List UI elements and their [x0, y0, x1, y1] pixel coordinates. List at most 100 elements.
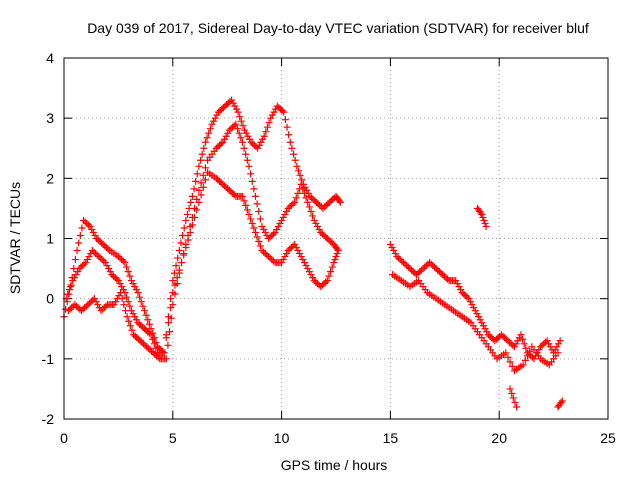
data-point — [96, 254, 104, 262]
data-point — [475, 313, 483, 321]
data-point — [193, 206, 201, 214]
data-point — [229, 99, 237, 107]
data-point — [282, 207, 290, 215]
data-point — [88, 247, 96, 255]
data-point — [248, 219, 256, 227]
data-point — [316, 201, 324, 209]
data-point — [228, 96, 236, 104]
data-point — [134, 289, 142, 297]
data-point — [125, 317, 133, 325]
data-point — [299, 256, 307, 264]
data-point — [406, 265, 414, 273]
data-point — [248, 177, 256, 185]
data-point — [147, 325, 155, 333]
data-point — [82, 259, 90, 267]
data-point — [263, 123, 271, 131]
data-point — [183, 210, 191, 218]
data-point — [85, 253, 93, 261]
data-point — [281, 116, 289, 124]
data-point — [126, 272, 134, 280]
data-point — [173, 274, 181, 282]
data-point — [208, 120, 216, 128]
data-point — [312, 219, 320, 227]
data-point — [538, 341, 546, 349]
data-point — [546, 343, 554, 351]
data-point — [102, 244, 110, 252]
data-point — [278, 107, 286, 115]
data-point — [86, 299, 94, 307]
data-point — [453, 280, 461, 288]
data-point — [148, 347, 156, 355]
data-point — [466, 298, 474, 306]
data-point — [81, 218, 89, 226]
data-point — [471, 307, 479, 315]
data-point — [136, 320, 144, 328]
x-tick-label: 20 — [491, 430, 507, 446]
data-point — [127, 307, 135, 315]
data-point — [144, 328, 152, 336]
data-point — [291, 198, 299, 206]
data-point — [286, 245, 294, 253]
data-point — [296, 250, 304, 258]
y-tick-label: 0 — [46, 291, 54, 307]
data-point — [144, 316, 152, 324]
data-point — [440, 272, 448, 280]
data-point — [414, 269, 422, 277]
data-point — [513, 403, 521, 411]
data-point — [132, 286, 140, 294]
data-point — [296, 171, 304, 179]
data-point — [229, 123, 237, 131]
data-point — [461, 292, 469, 300]
data-point — [239, 122, 247, 130]
data-point — [554, 340, 562, 348]
data-point — [497, 331, 505, 339]
data-point — [167, 295, 175, 303]
data-point — [506, 358, 514, 366]
data-point — [74, 304, 82, 312]
data-point — [504, 337, 512, 345]
data-point — [486, 332, 494, 340]
data-point — [118, 283, 126, 291]
data-point — [409, 268, 417, 276]
data-point — [190, 185, 198, 193]
data-point — [110, 272, 118, 280]
data-point — [100, 257, 108, 265]
data-point — [255, 141, 263, 149]
data-point — [265, 253, 273, 261]
data-point — [70, 274, 78, 282]
data-point — [164, 341, 172, 349]
data-point — [94, 301, 102, 309]
data-point — [294, 247, 302, 255]
data-point — [305, 203, 313, 211]
y-tick-label: -1 — [42, 351, 55, 367]
data-point — [139, 340, 147, 348]
data-point — [81, 304, 89, 312]
data-point — [419, 265, 427, 273]
data-point — [522, 344, 530, 352]
data-point — [171, 290, 179, 298]
data-point — [231, 102, 239, 110]
data-point — [330, 259, 338, 267]
data-point — [327, 268, 335, 276]
data-point — [162, 355, 170, 363]
data-point — [256, 242, 264, 250]
data-point — [482, 222, 490, 230]
data-point — [300, 189, 308, 197]
data-point — [76, 231, 84, 239]
data-point — [258, 247, 266, 255]
data-point — [63, 298, 71, 306]
data-point — [322, 233, 330, 241]
data-point — [73, 302, 81, 310]
data-point — [65, 286, 73, 294]
data-point — [150, 334, 158, 342]
grid-lines — [64, 58, 608, 419]
data-point — [297, 253, 305, 261]
data-point — [235, 129, 243, 137]
data-point — [422, 262, 430, 270]
data-point — [92, 250, 100, 258]
data-point — [403, 262, 411, 270]
data-point — [120, 301, 128, 309]
data-point — [328, 263, 336, 271]
data-point — [249, 140, 257, 148]
data-point — [197, 191, 205, 199]
